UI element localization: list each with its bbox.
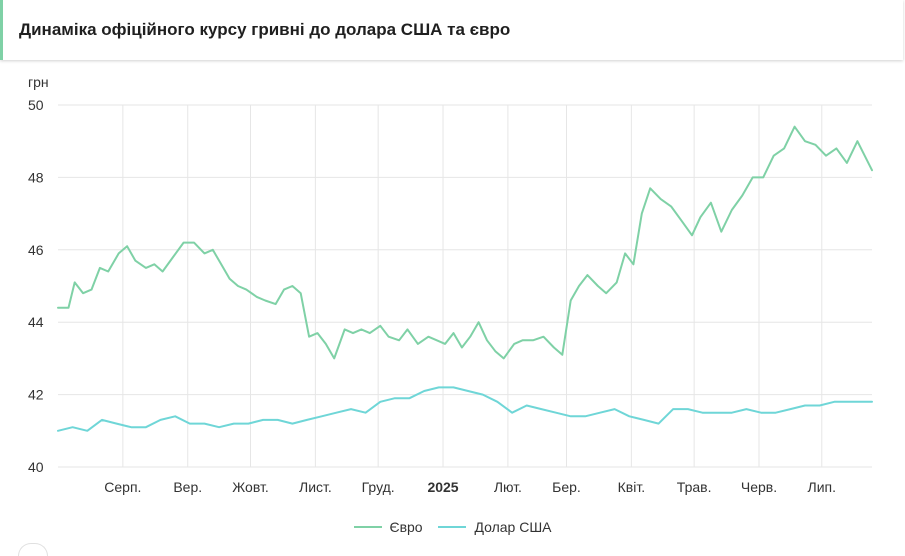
x-tick-label: Серп. [104,479,141,495]
x-tick-label: Лип. [808,479,836,495]
euro-line-swatch [353,526,382,528]
chart-title: Динаміка офіційного курсу гривні до дола… [19,20,511,39]
legend: Євро Долар США [0,515,905,535]
x-tick-label: Трав. [677,479,712,495]
line-chart: грн 40 42 44 46 48 50 Серп. Вер. Жовт. Лист. Груд. 2… [28,74,873,495]
usd-series-line [57,386,873,432]
y-tick-label: 44 [28,314,44,330]
legend-label-usd: Долар США [474,519,552,535]
x-tick-label: Черв. [741,479,777,495]
x-tick-label: Квіт. [618,479,645,495]
euro-series-line [57,125,873,360]
y-tick-label: 46 [28,242,44,258]
x-tick-label: Бер. [552,479,581,495]
x-tick-label: Лют. [494,479,522,495]
x-tick-label: Жовт. [232,479,268,495]
chart-header: Динаміка офіційного курсу гривні до дола… [0,0,903,60]
axis-layer: грн 40 42 44 46 48 50 Серп. Вер. Жовт. Лист. Груд. 2… [28,74,836,495]
y-tick-label: 48 [28,169,44,185]
series-layer [57,125,873,432]
y-tick-label: 50 [28,97,44,113]
y-tick-label: 42 [28,387,44,403]
grid-layer [58,104,872,468]
usd-line-swatch [438,526,467,528]
x-tick-label: Вер. [173,479,202,495]
y-axis-unit-label: грн [28,74,49,90]
legend-item-euro[interactable]: Євро [353,519,423,535]
x-tick-label: Груд. [362,479,395,495]
chart-area: грн 40 42 44 46 48 50 Серп. Вер. Жовт. Лист. Груд. 2… [0,60,905,555]
legend-item-usd[interactable]: Долар США [438,519,552,535]
legend-label-euro: Євро [389,519,423,535]
x-tick-label: Лист. [299,479,332,495]
y-tick-label: 40 [28,459,44,475]
x-tick-label: 2025 [427,479,458,495]
